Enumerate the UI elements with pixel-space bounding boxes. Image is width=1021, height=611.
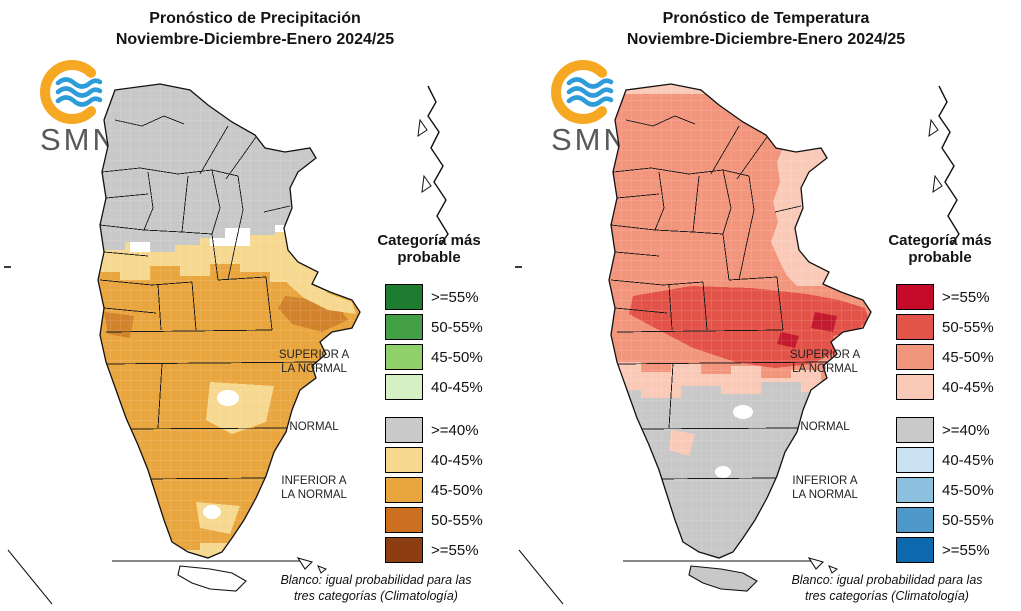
legend-swatch [896,374,934,400]
legend-item: >=55% [896,535,994,565]
legend-swatch [385,477,423,503]
legend-title: Categoría más probable [864,232,1016,266]
legend-rows: >=55% 50-55% 45-50% 40-45% >=40% 40-45% … [385,282,483,565]
map-edge-tick [515,266,522,268]
legend-precipitation: Categoría más probable SUPERIOR A LA NOR… [250,232,502,610]
group-label-normal: NORMAL [800,421,850,433]
logo-text: SMN [551,122,629,156]
legend-item-label: 40-45% [431,378,483,396]
legend-item-label: 40-45% [431,451,483,469]
legend-item-label: 45-50% [942,348,994,366]
legend-item: >=55% [385,535,483,565]
legend-item-label: >=55% [431,288,479,306]
legend-item-label: 45-50% [431,481,483,499]
legend-item: 40-45% [896,372,994,402]
legend-item: 45-50% [896,342,994,372]
group-label-superior: SUPERIOR A LA NORMAL [278,349,350,375]
legend-title-line1: Categoría más [377,232,481,249]
panel-title-line1: Pronóstico de Precipitación [149,10,361,27]
legend-swatch [896,477,934,503]
legend-note: Blanco: igual probabilidad para las tres… [791,573,983,603]
legend-swatch [896,537,934,563]
logo-waves-icon [566,77,614,107]
tierra-del-fuego [177,565,247,592]
legend-swatch [896,314,934,340]
legend-item-label: >=40% [431,421,479,439]
legend-item: 40-45% [896,445,994,475]
legend-swatch [385,284,423,310]
legend-item: >=55% [385,282,483,312]
legend-item: 45-50% [385,342,483,372]
legend-item: 50-55% [896,505,994,535]
legend-item: 50-55% [385,505,483,535]
legend-item: 50-55% [385,312,483,342]
legend-temperature: Categoría más probable SUPERIOR A LA NOR… [761,232,1013,610]
legend-swatch [385,507,423,533]
map-edge-tick [4,266,11,268]
legend-swatch [385,447,423,473]
legend-item-label: >=55% [942,541,990,559]
legend-item: >=40% [896,415,994,445]
legend-rows: >=55% 50-55% 45-50% 40-45% >=40% 40-45% … [896,282,994,565]
legend-note: Blanco: igual probabilidad para las tres… [280,573,472,603]
legend-item: >=55% [896,282,994,312]
tierra-del-fuego [688,565,758,592]
logo-waves-icon [55,77,103,107]
legend-item: 45-50% [896,475,994,505]
legend-swatch [896,447,934,473]
legend-swatch [385,417,423,443]
legend-item: 40-45% [385,372,483,402]
logo-text: SMN [40,122,118,156]
legend-title-line2: probable [908,249,972,266]
legend-item-label: 50-55% [942,511,994,529]
page-title: Pronóstico de Precipitación Noviembre-Di… [0,8,510,50]
region-superior-40-45 [666,542,691,558]
panel-title-line2: Noviembre-Diciembre-Enero 2024/25 [626,31,906,48]
panel-precipitation: Pronóstico de Precipitación Noviembre-Di… [0,0,510,611]
legend-swatch [385,344,423,370]
legend-swatch [896,417,934,443]
panel-title-line2: Noviembre-Diciembre-Enero 2024/25 [115,31,395,48]
legend-swatch [385,537,423,563]
legend-item-label: >=55% [431,541,479,559]
legend-item: 40-45% [385,445,483,475]
logo-ring-icon [40,60,97,124]
legend-item-label: 50-55% [431,511,483,529]
legend-item-label: >=55% [942,288,990,306]
legend-title: Categoría más probable [353,232,505,266]
legend-swatch [896,507,934,533]
legend-item-label: 50-55% [431,318,483,336]
legend-item-label: >=40% [942,421,990,439]
legend-item-label: 40-45% [942,451,994,469]
legend-title-line1: Categoría más [888,232,992,249]
legend-item: >=40% [385,415,483,445]
group-label-superior: SUPERIOR A LA NORMAL [789,349,861,375]
panel-title-line1: Pronóstico de Temperatura [662,10,870,27]
argentina-map-temperature [518,83,960,605]
page-title: Pronóstico de Temperatura Noviembre-Dici… [511,8,1021,50]
legend-item: 45-50% [385,475,483,505]
legend-item-label: 45-50% [431,348,483,366]
panel-temperature: Pronóstico de Temperatura Noviembre-Dici… [511,0,1021,611]
legend-title-line2: probable [397,249,461,266]
legend-item-label: 45-50% [942,481,994,499]
logo-ring-icon [551,60,608,124]
group-label-normal: NORMAL [289,421,339,433]
legend-swatch [385,314,423,340]
legend-item: 50-55% [896,312,994,342]
legend-swatch [385,374,423,400]
legend-item-label: 50-55% [942,318,994,336]
smn-logo: SMN [551,60,629,156]
argentina-map-precipitation [7,83,449,605]
legend-item-label: 40-45% [942,378,994,396]
group-label-inferior: INFERIOR A LA NORMAL [792,475,858,501]
legend-swatch [896,284,934,310]
smn-logo: SMN [40,60,118,156]
legend-swatch [896,344,934,370]
group-label-inferior: INFERIOR A LA NORMAL [281,475,347,501]
